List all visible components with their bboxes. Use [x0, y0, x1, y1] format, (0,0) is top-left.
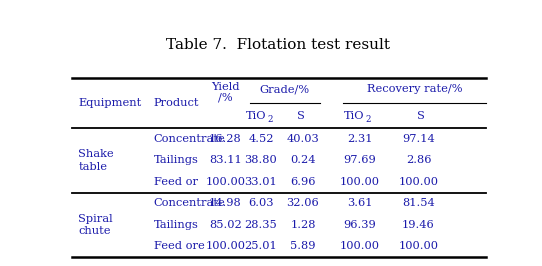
Text: 5.89: 5.89 [290, 242, 316, 251]
Text: TiO: TiO [344, 111, 364, 121]
Text: /%: /% [218, 93, 233, 102]
Text: 96.39: 96.39 [343, 220, 376, 230]
Text: Yield: Yield [211, 82, 240, 92]
Text: Concentrate: Concentrate [154, 198, 225, 209]
Text: 83.11: 83.11 [209, 155, 242, 165]
Text: 0.24: 0.24 [290, 155, 316, 165]
Text: 25.01: 25.01 [244, 242, 278, 251]
Text: Shake
table: Shake table [78, 149, 114, 172]
Text: 2.86: 2.86 [406, 155, 431, 165]
Text: Spiral
chute: Spiral chute [78, 214, 113, 236]
Text: 100.00: 100.00 [398, 177, 438, 187]
Text: TiO: TiO [246, 111, 266, 121]
Text: 6.96: 6.96 [290, 177, 316, 187]
Text: 100.00: 100.00 [205, 242, 246, 251]
Text: 2: 2 [267, 115, 273, 124]
Text: Concentrate: Concentrate [154, 134, 225, 144]
Text: 14.98: 14.98 [209, 198, 242, 209]
Text: Tailings: Tailings [154, 220, 199, 230]
Text: Equipment: Equipment [78, 98, 141, 108]
Text: 32.06: 32.06 [287, 198, 319, 209]
Text: 38.80: 38.80 [244, 155, 278, 165]
Text: 100.00: 100.00 [398, 242, 438, 251]
Text: 100.00: 100.00 [340, 177, 380, 187]
Text: 33.01: 33.01 [244, 177, 278, 187]
Text: S: S [417, 111, 424, 121]
Text: 2: 2 [365, 115, 371, 124]
Text: Grade/%: Grade/% [259, 84, 309, 94]
Text: 2.31: 2.31 [347, 134, 372, 144]
Text: 100.00: 100.00 [205, 177, 246, 187]
Text: Feed ore: Feed ore [154, 242, 205, 251]
Text: 6.03: 6.03 [248, 198, 274, 209]
Text: 81.54: 81.54 [402, 198, 435, 209]
Text: S: S [297, 111, 305, 121]
Text: Tailings: Tailings [154, 155, 199, 165]
Text: 97.69: 97.69 [343, 155, 376, 165]
Text: 40.03: 40.03 [287, 134, 319, 144]
Text: 28.35: 28.35 [244, 220, 278, 230]
Text: 4.52: 4.52 [248, 134, 274, 144]
Text: Product: Product [154, 98, 199, 108]
Text: 100.00: 100.00 [340, 242, 380, 251]
Text: 97.14: 97.14 [402, 134, 435, 144]
Text: 19.46: 19.46 [402, 220, 435, 230]
Text: Table 7.  Flotation test result: Table 7. Flotation test result [166, 38, 390, 52]
Text: 85.02: 85.02 [209, 220, 242, 230]
Text: 16.28: 16.28 [209, 134, 242, 144]
Text: Feed or: Feed or [154, 177, 198, 187]
Text: 1.28: 1.28 [290, 220, 316, 230]
Text: 3.61: 3.61 [347, 198, 372, 209]
Text: Recovery rate/%: Recovery rate/% [366, 84, 462, 94]
